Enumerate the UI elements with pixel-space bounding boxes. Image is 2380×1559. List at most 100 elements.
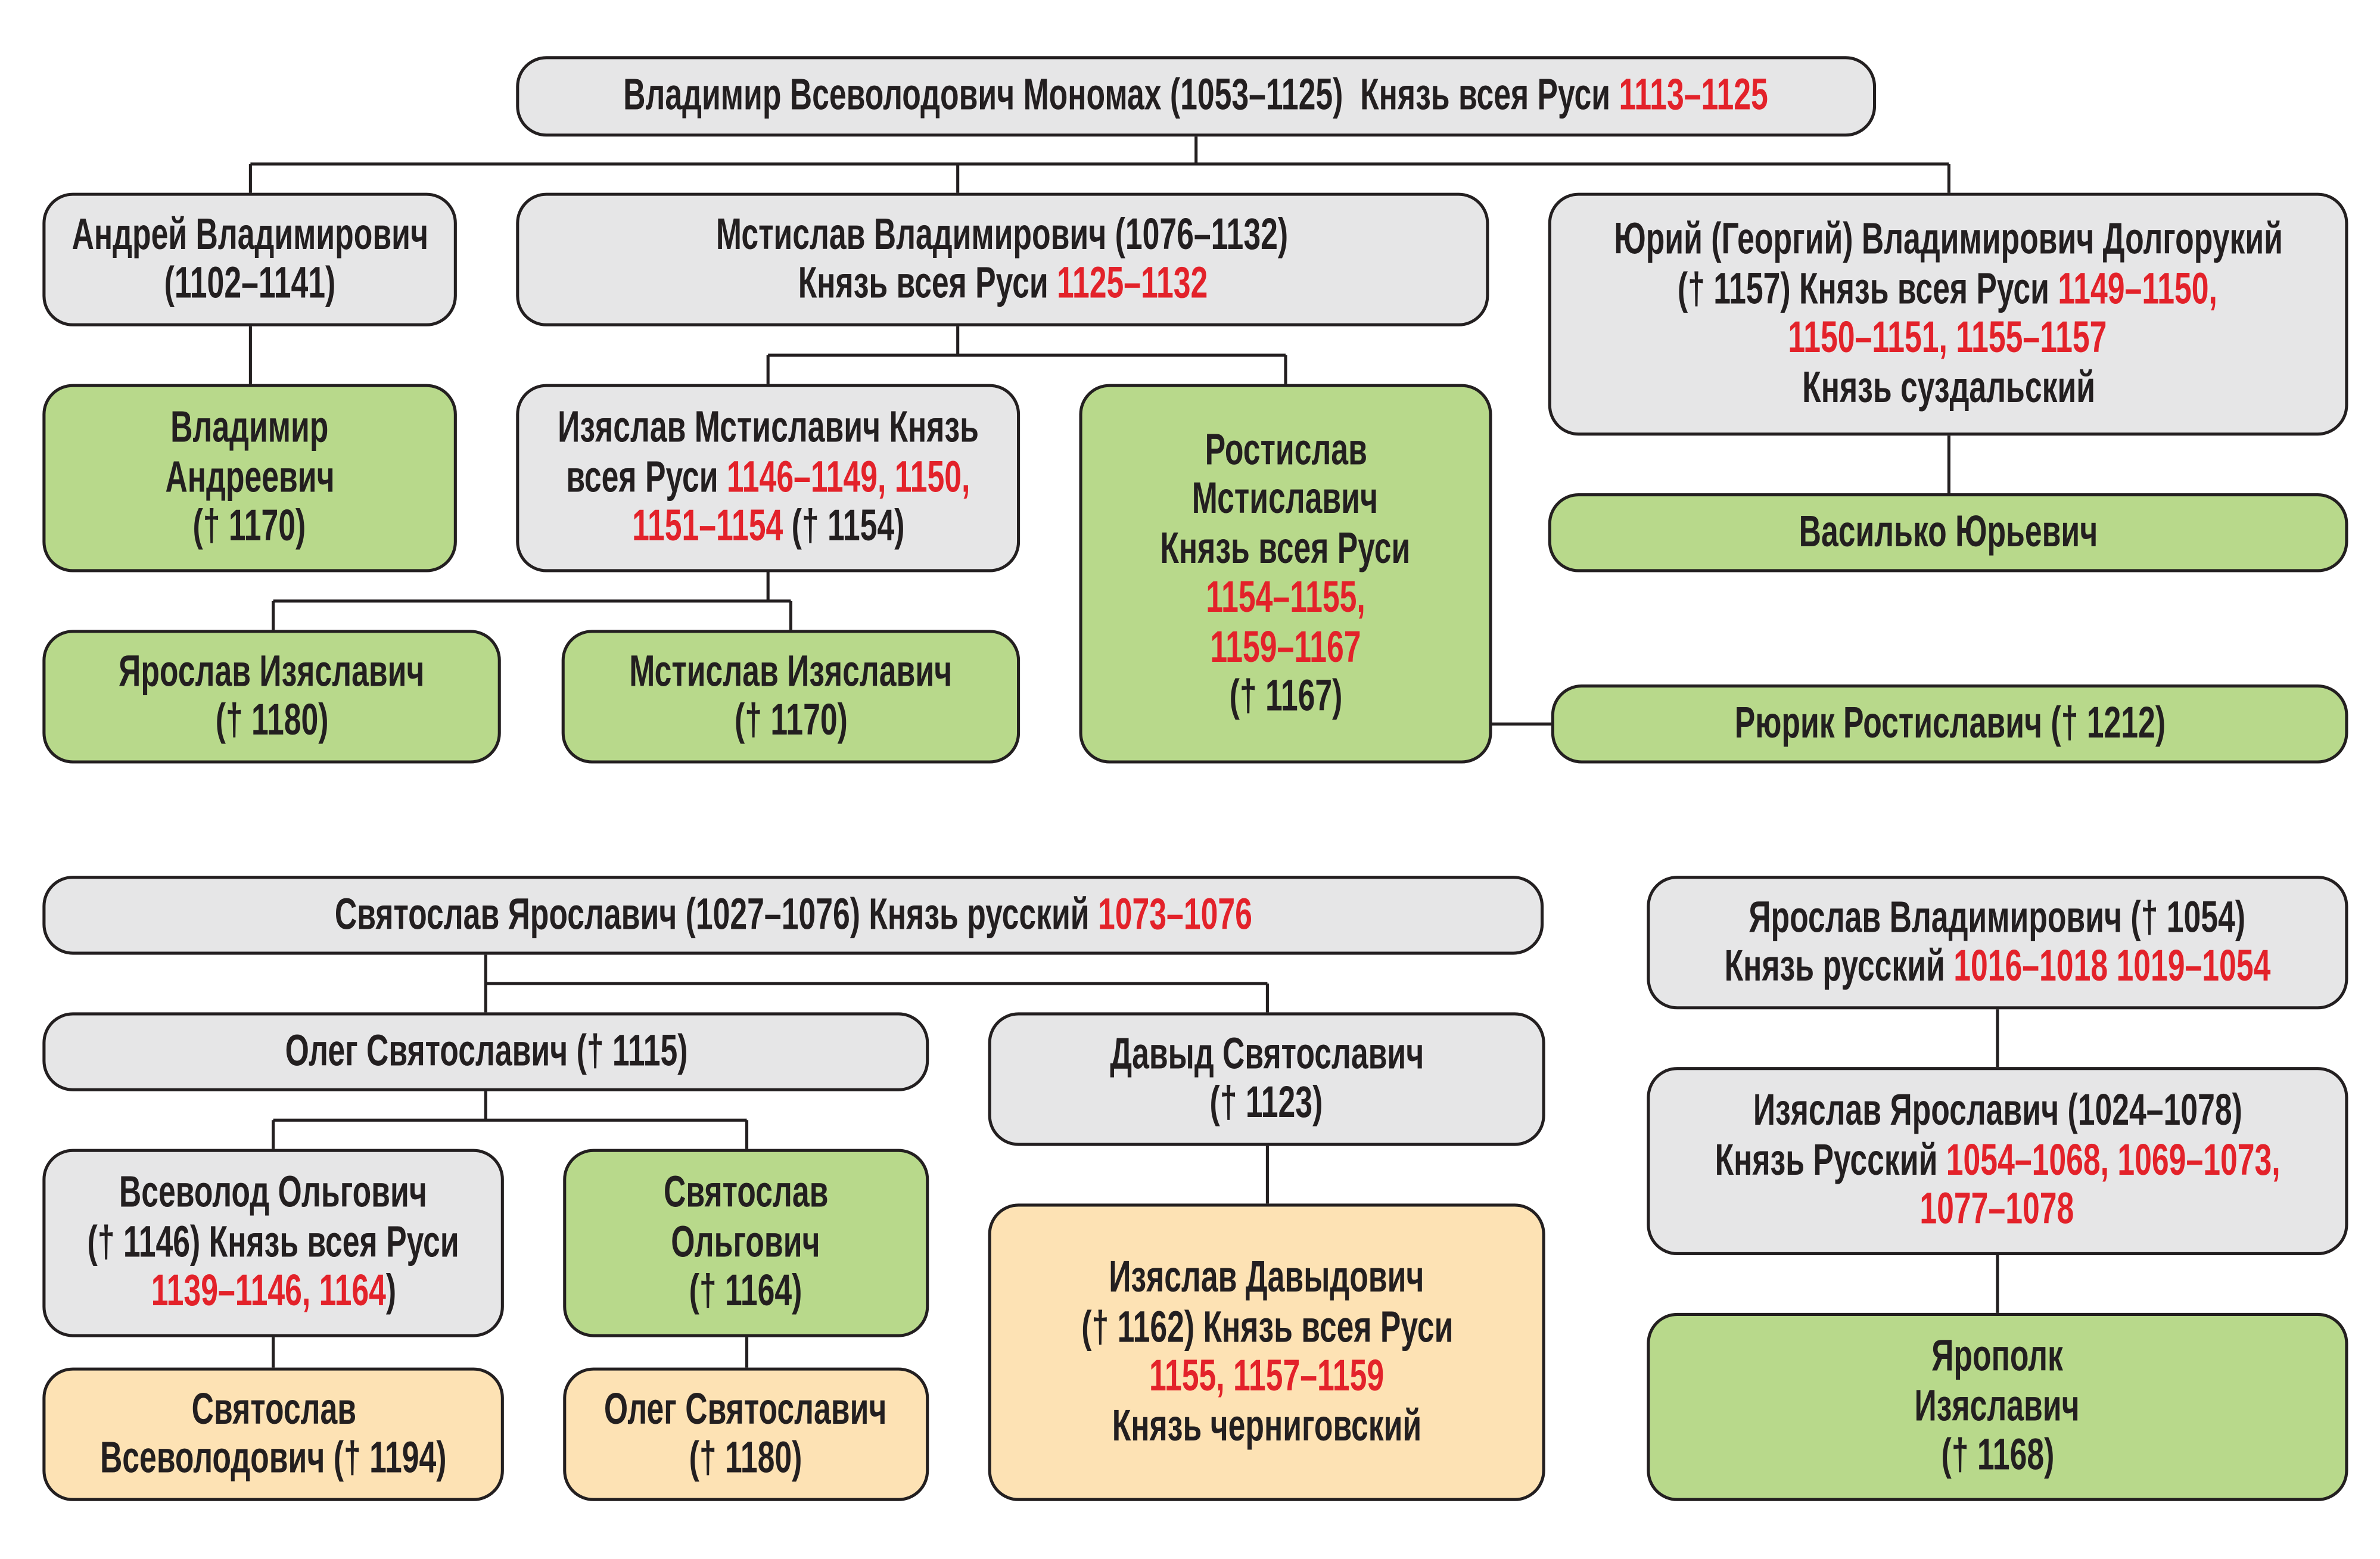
person-text-line: Владимир <box>170 404 328 453</box>
person-box-svyatoslav-vsevolodovich: Святослав Всеволодович († 1194) <box>42 1367 504 1501</box>
person-text: Изяславич <box>1915 1382 2080 1431</box>
person-text: Мстиславич <box>1192 475 1379 524</box>
person-box-davyd-svyatoslavich: Давыд Святославич († 1123) <box>988 1012 1545 1146</box>
reign-years: 1077–1078 <box>1920 1185 2075 1234</box>
person-text-line: Ярополк <box>1932 1333 2064 1383</box>
reign-years: 1150–1151, 1155–1157 <box>1788 314 2108 363</box>
person-text-line: Князь всея Руси 1125–1132 <box>798 260 1208 309</box>
person-text: ) <box>385 1268 396 1317</box>
person-text: Василько Юрьевич <box>1799 508 2098 557</box>
person-text-line: († 1170) <box>734 696 847 746</box>
person-text: Олег Святославич († 1115) <box>284 1027 687 1076</box>
person-box-yaroslav-vladimirovich: Ярослав Владимирович († 1054) Князь русск… <box>1647 876 2348 1010</box>
person-text: († 1170) <box>734 696 848 745</box>
person-box-svyatoslav-olgovich: Святослав Ольгович († 1164) <box>563 1149 929 1337</box>
person-text: всея Руси <box>566 453 727 502</box>
reign-years: 1113–1125 <box>1619 71 1769 120</box>
person-text-line: Рюрик Ростиславич († 1212) <box>1734 699 2165 749</box>
person-box-vasilko-yurievich: Василько Юрьевич <box>1548 493 2348 572</box>
reign-years: 1151–1154 <box>631 502 783 552</box>
person-text-line: Князь суздальский <box>1802 363 2095 413</box>
person-text-line: (1102–1141) <box>164 260 335 309</box>
person-text: Рюрик Ростиславич († 1212) <box>1734 699 2166 748</box>
person-text-line: Князь Русский 1054–1068, 1069–1073, <box>1715 1137 2280 1186</box>
person-text: Святослав <box>664 1169 829 1218</box>
person-text-line: Владимир Всеволодович Мономах (1053–1125… <box>624 71 1769 121</box>
person-text-line: Ярослав Владимирович († 1054) <box>1749 893 2246 942</box>
person-text: Изяслав Давыдович <box>1109 1253 1424 1303</box>
person-text-line: Всеволодович († 1194) <box>100 1434 447 1484</box>
person-box-andrey-vladimirovich: Андрей Владимирович (1102–1141) <box>42 192 457 326</box>
person-text-line: Ольгович <box>671 1218 820 1268</box>
reign-years: 1016–1018 1019–1054 <box>1953 942 2271 991</box>
reign-years: 1139–1146, 1164 <box>150 1268 386 1317</box>
person-text: († 1123) <box>1210 1079 1324 1128</box>
person-text: († 1146) Князь всея Руси <box>87 1218 459 1267</box>
person-text: Владимир <box>170 404 329 453</box>
person-text: Князь суздальский <box>1802 363 2095 412</box>
person-text-line: Святослав <box>664 1169 828 1218</box>
person-text: Ярослав Владимирович († 1054) <box>1749 893 2246 942</box>
person-text: Святослав <box>191 1384 356 1434</box>
person-box-svyatoslav-yaroslavich: Святослав Ярославич (1027–1076) Князь ру… <box>42 876 1544 955</box>
person-text-line: Князь всея Руси <box>1161 524 1411 574</box>
person-box-vladimir-andreevich: Владимир Андреевич († 1170) <box>42 384 457 572</box>
person-text-line: 1139–1146, 1164) <box>151 1268 396 1317</box>
person-text-line: († 1164) <box>689 1268 802 1317</box>
reign-years: 1154–1155, <box>1206 574 1365 623</box>
person-box-mstislav-vladimirovich: Мстислав Владимирович (1076–1132) Князь в… <box>516 192 1489 326</box>
reign-years: 1073–1076 <box>1097 890 1252 939</box>
person-text: († 1157) Князь всея Руси <box>1678 264 2059 314</box>
person-text: Давыд Святославич <box>1109 1029 1424 1079</box>
person-text-line: Ростислав <box>1205 426 1367 475</box>
reign-years: 1155, 1157–1159 <box>1149 1352 1385 1401</box>
person-text-line: Всеволод Ольгович <box>119 1169 427 1218</box>
person-text-line: 1150–1151, 1155–1157 <box>1789 314 2108 363</box>
person-text: († 1180) <box>689 1434 803 1483</box>
person-box-vsevolod-olgovich: Всеволод Ольгович († 1146) Князь всея Рус… <box>42 1149 504 1337</box>
person-text-line: Давыд Святославич <box>1110 1030 1424 1079</box>
person-text-line: († 1157) Князь всея Руси 1149–1150, <box>1678 265 2218 315</box>
person-text-line: Олег Святославич († 1115) <box>284 1027 687 1076</box>
person-text-line: Святослав <box>191 1385 355 1434</box>
person-text: Князь Русский <box>1715 1136 1946 1185</box>
person-text: (1102–1141) <box>164 259 335 309</box>
person-text-line: Святослав Ярославич (1027–1076) Князь ру… <box>334 891 1252 940</box>
person-text-line: († 1170) <box>193 503 306 552</box>
person-box-izyaslav-mstislavich: Изяслав Мстиславич Князь всея Руси 1146–1… <box>516 384 1021 572</box>
person-text-line: 1077–1078 <box>1920 1185 2074 1235</box>
person-text-line: Мстиславич <box>1193 475 1379 524</box>
person-text: Изяслав Ярославич (1024–1078) <box>1753 1087 2242 1136</box>
person-text-line: Князь черниговский <box>1112 1402 1421 1451</box>
person-text: Ольгович <box>671 1218 821 1267</box>
person-text: Изяслав Мстиславич Князь <box>557 404 979 453</box>
person-text: Всеволод Ольгович <box>119 1169 428 1218</box>
person-text: († 1167) <box>1229 672 1342 721</box>
person-box-oleg-svyatoslavich-2: Олег Святославич († 1180) <box>563 1367 929 1501</box>
person-text-line: († 1180) <box>689 1434 802 1484</box>
person-text-line: Мстислав Владимирович (1076–1132) <box>717 210 1289 260</box>
person-text: († 1180) <box>215 696 328 745</box>
person-text-line: Князь русский 1016–1018 1019–1054 <box>1725 942 2271 992</box>
person-box-izyaslav-yaroslavich: Изяслав Ярославич (1024–1078) Князь Русск… <box>1647 1067 2348 1256</box>
person-text: Князь черниговский <box>1112 1401 1421 1451</box>
person-text: Ростислав <box>1204 425 1367 475</box>
person-text-line: († 1168) <box>1941 1432 2054 1481</box>
person-text: Князь всея Руси <box>798 259 1057 309</box>
person-text-line: († 1162) Князь всея Руси <box>1081 1303 1452 1352</box>
person-text-line: († 1167) <box>1229 673 1342 722</box>
person-text-line: († 1123) <box>1210 1079 1323 1128</box>
person-text-line: Юрий (Георгий) Владимирович Долгорукий <box>1614 216 2283 265</box>
reign-years: 1054–1068, 1069–1073, <box>1946 1136 2281 1185</box>
person-text-line: 1154–1155, <box>1206 574 1365 623</box>
person-text-line: 1159–1167 <box>1210 623 1361 673</box>
person-text: († 1168) <box>1940 1432 2054 1480</box>
person-box-ryurik-rostislavich: Рюрик Ростиславич († 1212) <box>1551 684 2348 764</box>
person-text-line: Мстислав Изяславич <box>629 648 952 697</box>
person-text: Всеволодович († 1194) <box>99 1434 447 1483</box>
reign-years: 1125–1132 <box>1056 259 1208 309</box>
person-text: († 1164) <box>689 1268 803 1317</box>
person-text: Юрий (Георгий) Владимирович Долгорукий <box>1613 215 2283 264</box>
person-box-rostislav-mstislavich: Ростислав Мстиславич Князь всея Руси 1154–1… <box>1079 384 1492 764</box>
